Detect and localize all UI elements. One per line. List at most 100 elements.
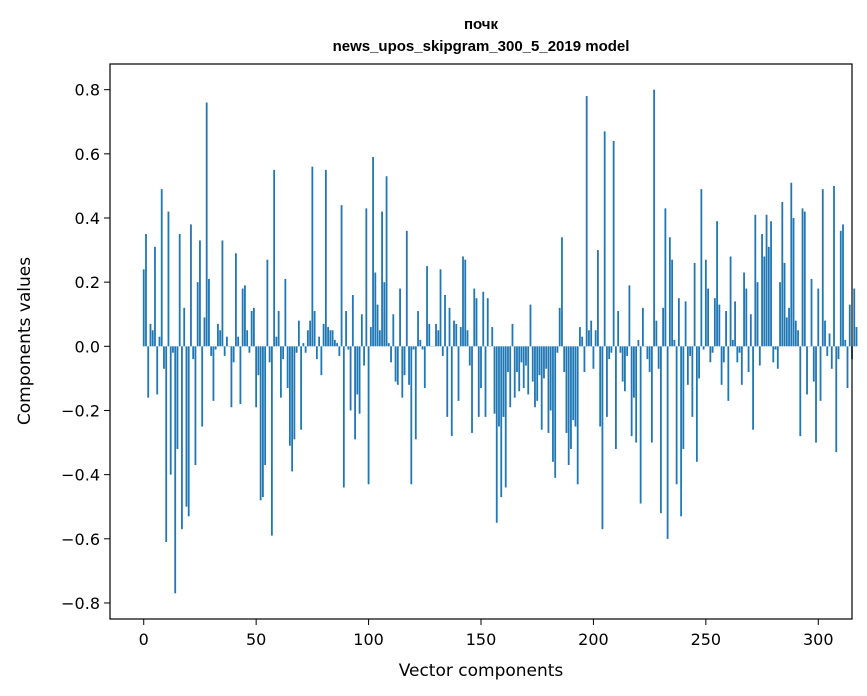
bar-17	[181, 346, 183, 530]
bar-298	[812, 346, 815, 382]
bar-61	[279, 346, 282, 398]
bar-141	[459, 327, 462, 347]
bar-9	[163, 346, 165, 369]
bar-232	[664, 208, 667, 347]
bar-42	[237, 336, 240, 347]
bar-248	[700, 189, 703, 347]
bar-312	[844, 339, 847, 347]
bar-53	[262, 346, 264, 498]
bar-254	[713, 298, 716, 347]
bar-282	[776, 346, 779, 369]
bar-193	[576, 346, 579, 485]
bar-36	[223, 346, 226, 356]
bar-103	[374, 272, 377, 347]
bar-81	[324, 169, 327, 347]
bar-123	[419, 339, 422, 347]
bar-155	[491, 327, 494, 347]
bar-209	[612, 140, 615, 347]
bar-206	[606, 346, 608, 417]
bar-278	[767, 246, 770, 347]
bar-306	[830, 346, 833, 369]
bar-49	[253, 307, 255, 347]
bar-304	[826, 346, 829, 356]
bar-90	[345, 311, 347, 347]
bar-310	[839, 230, 842, 347]
bar-70	[300, 346, 303, 430]
bar-111	[392, 314, 395, 347]
bar-180	[547, 346, 550, 433]
bar-8	[160, 189, 163, 347]
x-tick-label: 150	[466, 630, 497, 649]
bar-281	[774, 346, 777, 350]
bar-181	[549, 346, 552, 411]
bar-224	[646, 346, 649, 360]
bar-277	[765, 214, 768, 347]
y-tick-label: 0.4	[75, 209, 100, 228]
bar-241	[684, 301, 687, 347]
bar-65	[288, 346, 291, 446]
bar-85	[333, 339, 336, 347]
bar-99	[365, 208, 368, 347]
bar-22	[192, 346, 195, 360]
bar-245	[693, 262, 696, 347]
bar-174	[534, 346, 536, 408]
bar-240	[682, 346, 685, 449]
bar-138	[453, 320, 455, 347]
bar-152	[484, 346, 487, 417]
bar-110	[390, 346, 392, 363]
y-tick-label: −0.8	[61, 594, 100, 613]
bar-167	[518, 346, 521, 392]
bar-11	[167, 211, 170, 347]
bar-26	[201, 346, 204, 427]
bar-57	[270, 346, 273, 536]
bar-243	[689, 346, 692, 356]
bar-187	[563, 346, 566, 372]
bar-213	[621, 346, 624, 382]
bar-55	[266, 259, 269, 347]
bar-25	[199, 240, 201, 347]
bar-285	[783, 262, 786, 347]
bar-164	[511, 323, 514, 347]
bar-10	[165, 346, 168, 542]
bar-96	[358, 346, 361, 414]
bar-295	[806, 346, 808, 395]
bar-192	[574, 346, 577, 427]
bar-166	[516, 346, 518, 372]
bar-6	[156, 346, 159, 395]
bar-170	[525, 346, 527, 366]
bar-205	[603, 131, 606, 347]
bar-66	[291, 346, 294, 472]
bar-303	[824, 320, 826, 347]
bar-207	[608, 346, 611, 360]
bar-150	[480, 346, 482, 389]
bar-149	[477, 346, 480, 417]
bar-91	[347, 346, 350, 350]
bar-189	[567, 346, 570, 466]
bar-260	[727, 346, 730, 401]
bar-280	[772, 346, 775, 363]
bar-201	[594, 330, 597, 347]
bar-247	[698, 346, 700, 379]
bar-183	[554, 346, 557, 478]
bar-202	[597, 250, 599, 347]
bar-107	[383, 282, 386, 347]
y-tick-label: −0.6	[61, 530, 100, 549]
bar-112	[394, 346, 397, 382]
bar-136	[448, 307, 451, 347]
bar-34	[219, 330, 222, 347]
bar-24	[196, 282, 199, 347]
bar-142	[462, 256, 464, 347]
bar-294	[803, 211, 806, 347]
y-tick-label: 0.0	[75, 337, 100, 356]
y-tick-label: 0.8	[75, 81, 100, 100]
bar-203	[599, 346, 602, 427]
bar-45	[244, 285, 246, 347]
bar-13	[172, 346, 174, 353]
bar-279	[770, 221, 772, 347]
bar-269	[747, 346, 750, 372]
bar-116	[403, 346, 406, 376]
bar-160	[502, 346, 505, 417]
bar-208	[610, 346, 613, 353]
bar-263	[734, 301, 736, 347]
bar-233	[666, 346, 669, 539]
